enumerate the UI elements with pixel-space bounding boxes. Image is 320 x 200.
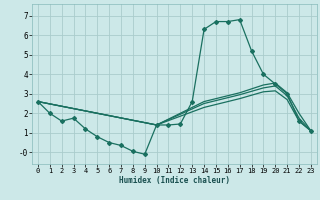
X-axis label: Humidex (Indice chaleur): Humidex (Indice chaleur) (119, 176, 230, 185)
